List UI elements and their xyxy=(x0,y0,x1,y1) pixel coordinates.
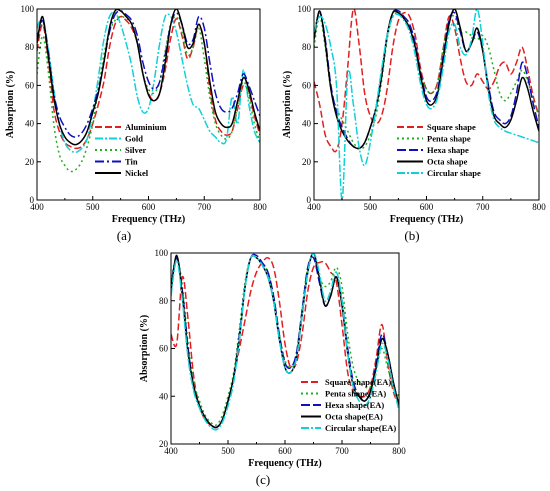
chart-panel-2: 400 500 600 700 800 0 20 40 60 80 100 Frequency (TH… xyxy=(282,4,546,243)
plot-area xyxy=(37,9,260,173)
panel-label: (c) xyxy=(256,472,270,487)
x-tick-label: 700 xyxy=(335,446,349,456)
y-tick-label: 80 xyxy=(25,42,35,52)
y-tick-label: 20 xyxy=(302,157,312,167)
series-line-gold xyxy=(37,11,260,154)
x-axis-label: Frequency (THz) xyxy=(390,214,463,225)
y-axis-label: Absorption (%) xyxy=(139,315,150,383)
legend-entry: Octa shape(EA) xyxy=(325,412,383,422)
y-axis-label: Absorption (%) xyxy=(5,71,16,139)
series-line-circular-shape-ea xyxy=(171,253,399,431)
legend-entry: Circular shape xyxy=(427,168,481,178)
x-tick-label: 500 xyxy=(221,446,235,456)
x-tick-label: 700 xyxy=(198,202,212,212)
x-axis-label: Frequency (THz) xyxy=(112,214,185,225)
y-tick-label: 80 xyxy=(302,42,312,52)
series-line-penta-shape xyxy=(314,11,539,150)
x-tick-label: 500 xyxy=(86,202,100,212)
y-tick-label: 100 xyxy=(155,248,169,258)
y-tick-label: 100 xyxy=(21,4,35,14)
series-line-nickel xyxy=(37,9,260,146)
y-tick-label: 80 xyxy=(159,296,169,306)
x-tick-label: 800 xyxy=(532,202,546,212)
y-tick-label: 60 xyxy=(302,80,312,90)
x-tick-label: 400 xyxy=(307,202,321,212)
plot-area xyxy=(171,253,399,431)
legend-entry: Octa shape xyxy=(427,157,468,167)
series-line-tin xyxy=(37,10,260,138)
x-tick-label: 600 xyxy=(142,202,156,212)
panel-label: (a) xyxy=(117,228,131,243)
y-tick-label: 0 xyxy=(30,195,35,205)
x-tick-label: 400 xyxy=(164,446,178,456)
plot-area xyxy=(314,9,539,200)
plot-frame xyxy=(36,8,261,201)
legend-entry: Tin xyxy=(125,157,138,167)
x-tick-label: 800 xyxy=(392,446,406,456)
x-tick-label: 600 xyxy=(278,446,292,456)
legend-entry: Penta shape xyxy=(427,134,471,144)
legend-entry: Hexa shape xyxy=(427,145,469,155)
legend-entry: Aluminium xyxy=(125,122,167,132)
x-tick-label: 400 xyxy=(30,202,44,212)
series-line-octa-shape xyxy=(314,9,539,150)
y-tick-label: 100 xyxy=(298,4,312,14)
y-tick-label: 20 xyxy=(25,157,35,167)
chart-panel-1: 400 500 600 700 800 0 20 40 60 80 100 Frequency (TH… xyxy=(5,4,267,243)
series-line-square-shape xyxy=(314,9,539,153)
legend-entry: Gold xyxy=(125,134,143,144)
y-tick-label: 40 xyxy=(159,391,169,401)
y-axis-label: Absorption (%) xyxy=(282,71,293,139)
legend-entry: Circular shape(EA) xyxy=(325,423,396,433)
panel-label: (b) xyxy=(404,228,419,243)
legend-entry: Square shape xyxy=(427,122,476,132)
legend-entry: Hexa shape(EA) xyxy=(325,400,384,410)
y-tick-label: 40 xyxy=(25,119,35,129)
chart-panel-3: 400 500 600 700 800 20 40 60 80 100 Frequency (THz… xyxy=(139,248,406,487)
legend-entry: Nickel xyxy=(125,168,149,178)
legend: Square shape(EA) Penta shape(EA)Hexa shap… xyxy=(301,377,396,433)
legend-entry: Square shape(EA) xyxy=(325,377,391,387)
x-tick-label: 600 xyxy=(420,202,434,212)
x-axis-label: Frequency (THz) xyxy=(248,458,321,469)
y-tick-label: 40 xyxy=(302,119,312,129)
y-tick-label: 60 xyxy=(25,80,35,90)
x-tick-label: 500 xyxy=(364,202,378,212)
y-tick-label: 0 xyxy=(307,195,312,205)
legend-entry: Silver xyxy=(125,145,146,155)
x-tick-label: 700 xyxy=(476,202,490,212)
legend-entry: Penta shape(EA) xyxy=(325,389,386,399)
x-tick-label: 800 xyxy=(253,202,267,212)
y-tick-label: 20 xyxy=(159,439,169,449)
y-tick-label: 60 xyxy=(159,344,169,354)
